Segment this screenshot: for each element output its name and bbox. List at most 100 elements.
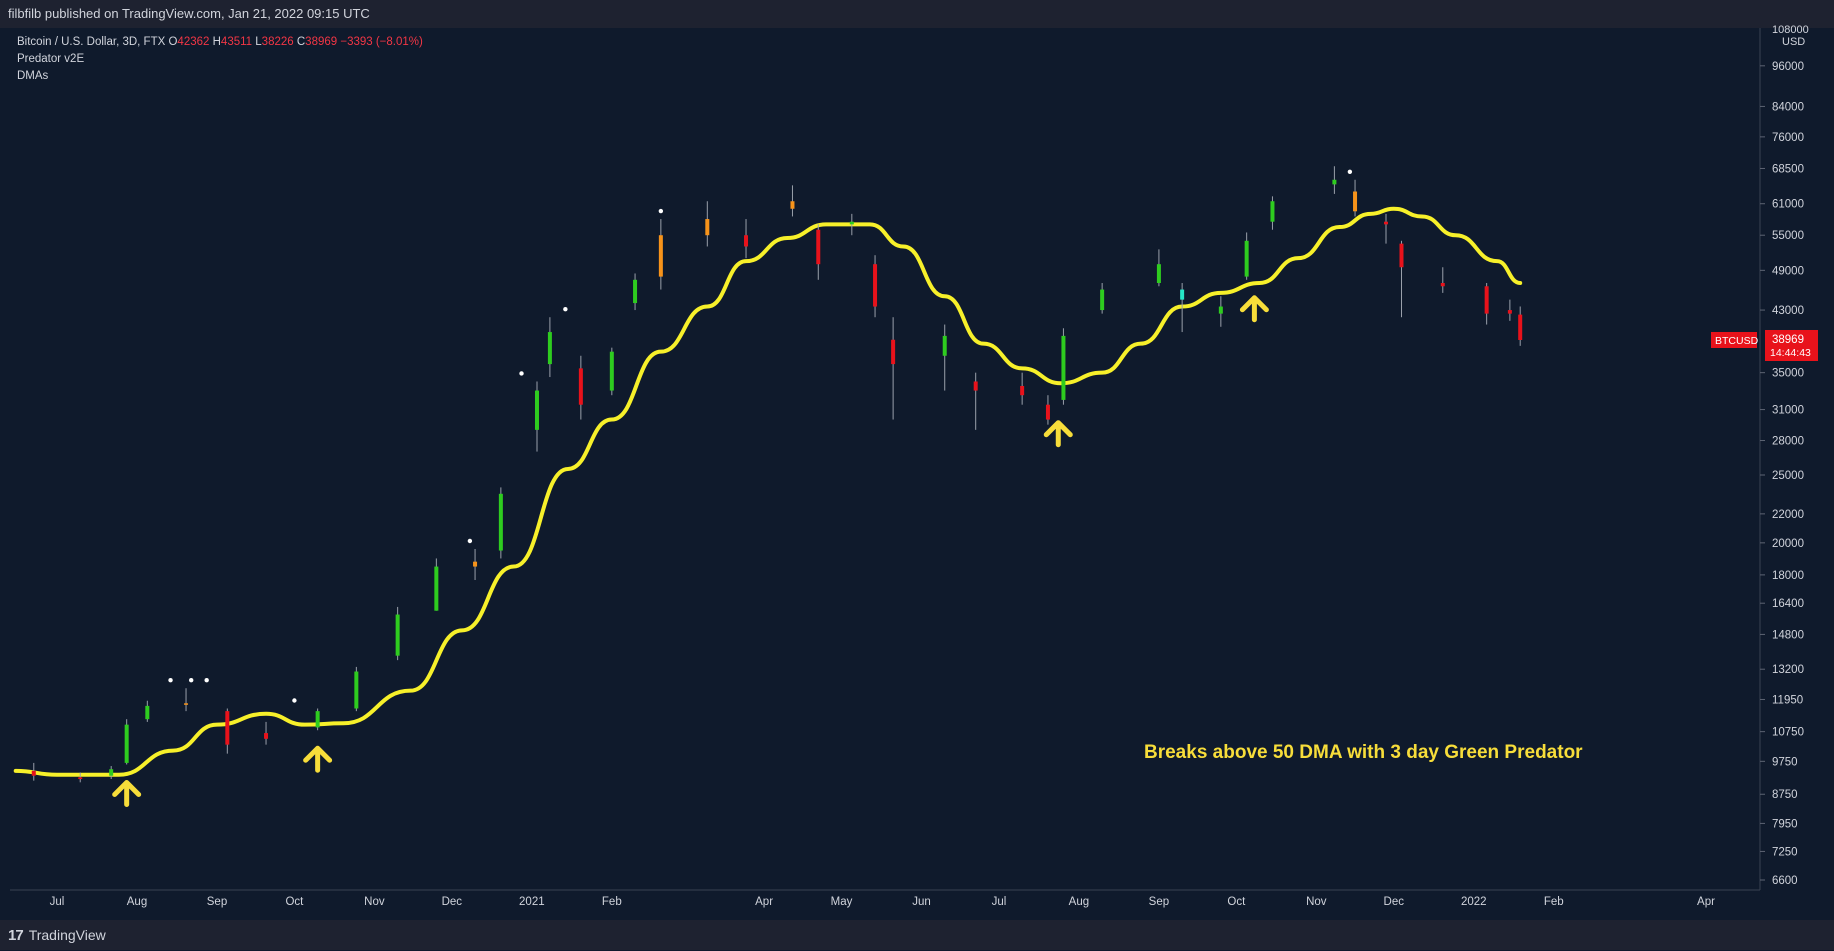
candle-body xyxy=(498,493,503,551)
time-tick-label: May xyxy=(831,896,853,908)
candle-body xyxy=(609,351,614,391)
bar-countdown: 14:44:43 xyxy=(1770,347,1811,359)
close-value: 38969 xyxy=(305,36,338,48)
last-price-tag-bg xyxy=(1765,329,1818,361)
high-value: 43511 xyxy=(220,36,253,48)
symbol-tag-bg xyxy=(1711,331,1757,348)
candle-body xyxy=(891,339,896,365)
time-tick-label: 2022 xyxy=(1461,896,1487,908)
chart-area[interactable] xyxy=(10,28,1834,920)
arrow-up-icon xyxy=(1239,295,1269,323)
price-tick-label: 68500 xyxy=(1772,163,1804,175)
price-tick-label-top: 108000 xyxy=(1772,24,1809,36)
candle-body xyxy=(973,381,978,391)
time-tick-label: Apr xyxy=(1697,896,1715,908)
candle-body xyxy=(534,390,539,430)
symbol-legend-row: Bitcoin / U.S. Dollar, 3D, FTX O42362 H4… xyxy=(17,34,423,51)
price-tick-label: 16400 xyxy=(1772,598,1804,610)
price-tick-label: 61000 xyxy=(1772,199,1804,211)
time-axis[interactable]: Jul Aug Sep Oct Nov Dec 2021 Feb Apr May Jun Jul Aug… xyxy=(10,889,1760,908)
currency-label: USD xyxy=(1782,36,1805,48)
dma-layer xyxy=(13,206,1523,777)
candle-body xyxy=(1045,404,1050,420)
close-label: C xyxy=(296,36,306,48)
candle-body xyxy=(790,201,795,209)
time-tick-label: Oct xyxy=(1227,896,1246,908)
indicator-predator[interactable]: Predator v2E xyxy=(17,53,85,65)
signal-dot xyxy=(188,678,194,683)
price-tick-label: 84000 xyxy=(1772,101,1804,113)
candle-body xyxy=(145,705,150,720)
price-tick-label: 25000 xyxy=(1772,470,1804,482)
price-tick-label: 9750 xyxy=(1772,756,1798,768)
candle-body xyxy=(705,219,710,236)
time-tick-label: 2021 xyxy=(519,896,545,908)
price-tick-label: 10750 xyxy=(1772,727,1804,739)
time-tick-label: Feb xyxy=(602,896,622,908)
candle-body xyxy=(1440,283,1445,287)
candle-body xyxy=(225,711,230,745)
open-value: 42362 xyxy=(177,36,210,48)
brand-name: TradingView xyxy=(28,927,106,943)
candle-body xyxy=(1384,221,1389,225)
low-label: L xyxy=(255,36,262,48)
candle-body xyxy=(1518,314,1523,340)
candle-body xyxy=(744,235,749,247)
price-tick-label: 31000 xyxy=(1772,405,1804,417)
low-value: 38226 xyxy=(261,36,294,48)
price-tick-label: 14800 xyxy=(1772,629,1804,641)
arrow-layer xyxy=(112,295,1269,807)
chart-legend: Bitcoin / U.S. Dollar, 3D, FTX O42362 H4… xyxy=(17,34,423,85)
price-tick-label: 28000 xyxy=(1772,436,1804,448)
candle-body xyxy=(395,614,400,656)
candle-body xyxy=(1100,289,1105,311)
price-tick-label: 43000 xyxy=(1772,305,1804,317)
candle-body xyxy=(942,335,947,356)
price-tick-label: 8750 xyxy=(1772,789,1798,801)
tradingview-logo[interactable]: 17 TradingView xyxy=(8,920,106,951)
candle-body xyxy=(1061,335,1066,400)
price-tick-label: 49000 xyxy=(1772,265,1804,277)
candle-body xyxy=(1180,289,1185,300)
candle-body xyxy=(473,561,478,567)
signal-dot xyxy=(168,678,173,683)
time-tick-label: Jun xyxy=(912,896,931,908)
time-tick-label: Aug xyxy=(1069,896,1089,908)
price-tick-label: 7250 xyxy=(1772,846,1798,858)
time-tick-label: Nov xyxy=(1306,896,1327,908)
time-tick-label: Dec xyxy=(442,896,463,908)
high-label: H xyxy=(212,36,221,48)
symbol-tag: BTCUSD xyxy=(1715,335,1759,347)
footer-bar: 17 TradingView xyxy=(0,920,1834,950)
time-tick-label: Oct xyxy=(285,896,304,908)
time-tick-label: Feb xyxy=(1544,896,1564,908)
candle-body xyxy=(184,703,189,705)
price-tick-label: 7950 xyxy=(1772,818,1798,830)
symbol-line: Bitcoin / U.S. Dollar, 3D, FTX xyxy=(17,36,166,48)
indicator-dmas[interactable]: DMAs xyxy=(17,70,49,82)
price-tick-label: 55000 xyxy=(1772,230,1804,242)
price-tick-label: 96000 xyxy=(1772,61,1804,73)
last-price-label: 38969 xyxy=(1772,334,1804,346)
tradingview-logo-icon: 17 xyxy=(8,927,24,944)
candle-body xyxy=(1332,179,1337,185)
time-tick-label: Nov xyxy=(364,896,385,908)
candle-body xyxy=(434,566,439,611)
price-tick-label: 18000 xyxy=(1772,570,1804,582)
signal-dot-layer xyxy=(168,169,1353,703)
signal-dot xyxy=(467,538,473,544)
candle-body xyxy=(633,279,638,304)
candle-body xyxy=(264,733,269,739)
candle-body xyxy=(658,235,663,277)
signal-dot xyxy=(563,307,568,312)
candle-body xyxy=(1399,243,1404,268)
candle-body xyxy=(124,724,129,763)
candle-body xyxy=(1507,310,1512,314)
price-tick-label: 6600 xyxy=(1772,875,1798,887)
candle-body xyxy=(849,221,854,225)
arrow-up-icon xyxy=(303,745,333,773)
candle-body xyxy=(78,777,83,779)
candle-body xyxy=(354,671,359,709)
